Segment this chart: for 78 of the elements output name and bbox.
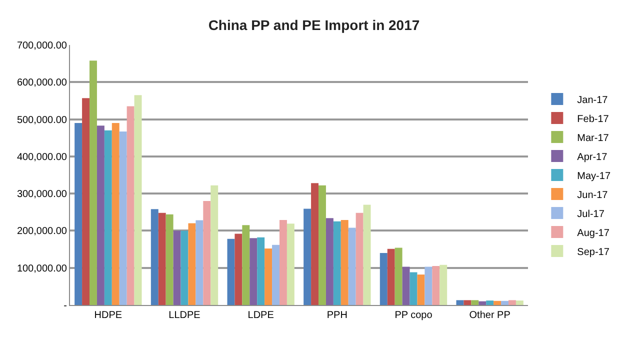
bar <box>104 130 112 305</box>
legend-label: Mar-17 <box>577 132 610 144</box>
x-tick-label: HDPE <box>94 310 122 321</box>
bar <box>387 248 395 305</box>
x-tick-label: PPH <box>326 310 348 321</box>
legend-label: Feb-17 <box>577 114 610 125</box>
bar <box>311 183 319 305</box>
bar <box>112 123 120 305</box>
bar <box>424 266 432 305</box>
bar <box>501 300 508 305</box>
bar <box>279 220 287 305</box>
bar <box>494 300 502 305</box>
bar <box>203 201 211 305</box>
y-tick-label: 200,000.00 <box>16 226 68 238</box>
bar <box>340 220 348 305</box>
bar <box>227 238 235 305</box>
bar <box>264 248 272 305</box>
legend-label: Jun-17 <box>577 190 608 201</box>
legend-label: Aug-17 <box>577 228 610 239</box>
legend-label: Sep-17 <box>577 246 610 258</box>
bar <box>471 300 479 305</box>
x-tick-label: PP copo <box>394 310 433 321</box>
x-tick-label: LDPE <box>248 310 274 321</box>
bar <box>380 253 388 305</box>
bar <box>402 266 410 305</box>
bar <box>486 300 494 305</box>
chart-title: China PP and PE Import in 2017 <box>208 17 420 34</box>
legend-label: May-17 <box>577 170 611 182</box>
y-tick-label: 100,000.00 <box>16 263 68 274</box>
bar <box>272 244 280 305</box>
x-tick-label: Other PP <box>469 310 511 321</box>
bar <box>134 95 142 305</box>
bar <box>257 237 265 305</box>
y-tick-label: 700,000.00 <box>16 40 68 52</box>
bar <box>417 274 425 305</box>
y-tick-label: - <box>64 300 67 312</box>
bar <box>180 230 188 305</box>
y-tick-label: 400,000.00 <box>16 152 68 163</box>
bar <box>516 300 524 305</box>
bar <box>348 228 356 305</box>
bar <box>464 300 472 305</box>
bar <box>326 218 334 305</box>
bar <box>356 212 364 305</box>
bar <box>126 106 134 305</box>
x-tick-label: LLDPE <box>168 310 201 321</box>
bar <box>150 209 158 305</box>
bar <box>440 264 448 305</box>
bar <box>210 185 218 305</box>
bar <box>394 248 402 305</box>
bar <box>119 132 127 305</box>
bar <box>158 212 166 305</box>
y-tick-label: 600,000.00 <box>16 78 68 89</box>
y-tick-label: 500,000.00 <box>16 114 68 126</box>
y-tick-label: 300,000.00 <box>16 189 68 200</box>
bar <box>432 266 440 305</box>
legend-label: Apr-17 <box>577 152 608 163</box>
bar <box>286 224 294 305</box>
bar <box>250 238 258 305</box>
bar <box>166 214 174 305</box>
bar <box>173 230 181 305</box>
bar <box>242 225 250 305</box>
bar <box>304 208 312 305</box>
bar <box>96 126 104 305</box>
bar <box>363 204 371 305</box>
legend-label: Jan-17 <box>577 94 608 106</box>
bar <box>74 123 82 305</box>
bar <box>82 98 90 305</box>
bar <box>478 301 486 305</box>
bar <box>456 300 464 305</box>
bar <box>318 185 326 305</box>
legend-label: Jul-17 <box>577 208 605 220</box>
bar <box>333 221 341 305</box>
bar <box>410 272 418 305</box>
bar <box>234 234 242 305</box>
bar <box>90 60 97 305</box>
bar <box>188 223 196 305</box>
bar <box>508 300 516 305</box>
bar <box>196 220 204 305</box>
